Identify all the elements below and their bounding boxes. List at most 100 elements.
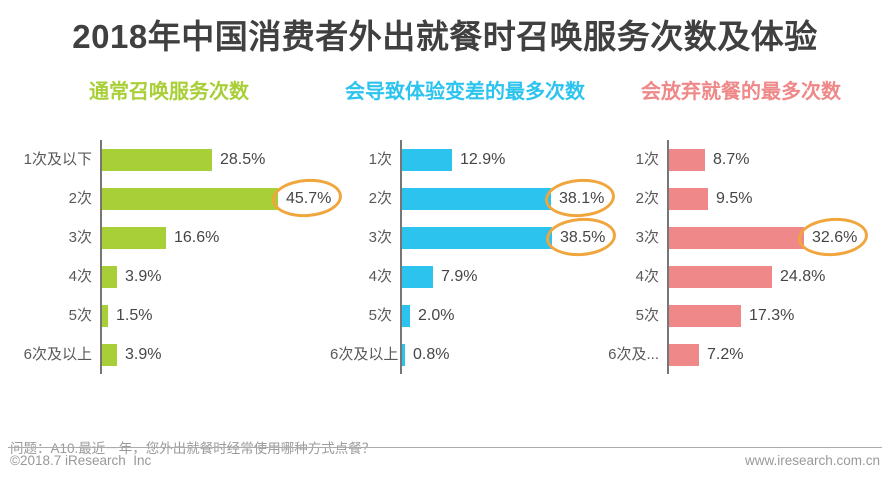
chart-subtitle: 会导致体验变差的最多次数 [345,81,585,103]
axis-area: 28.5% [100,140,330,179]
chart-subtitle: 通常召唤服务次数 [89,81,249,103]
chart-abandon-dining-count: 会放弃就餐的最多次数 1次 8.7% 2次 9.5% 3次 32.6% 4次 24.8% 5次 1… [600,80,882,374]
bar [669,343,699,366]
axis-area: 12.9% [400,140,600,179]
axis-area: 32.6% [667,218,882,257]
value-label: 28.5% [220,150,266,168]
value-label-highlighted: 32.6% [812,228,858,246]
category-label: 1次 [635,151,659,168]
bar-row: 2次 38.1% [330,179,604,218]
bar-row: 2次 9.5% [600,179,882,218]
category-label: 4次 [368,268,392,285]
bar-row: 1次 12.9% [330,140,600,179]
bar [669,226,804,249]
bar-row: 6次及以上 3.9% [8,335,330,374]
category-label: 2次 [68,190,92,207]
bar-row: 1次 8.7% [600,140,882,179]
bar [402,304,410,327]
bar-row: 2次 45.7% [8,179,332,218]
chart-bad-experience-count: 会导致体验变差的最多次数 1次 12.9% 2次 38.1% 3次 38.5% 4次 7.9%… [330,80,605,374]
bar-row: 4次 7.9% [330,257,600,296]
axis-area: 1.5% [100,296,330,335]
category-label: 6次及以上 [330,346,399,363]
value-label: 7.9% [441,267,478,285]
category-label: 3次 [368,229,392,246]
bar [402,265,433,288]
footnotes: 问题：A10.最近一年，您外出就餐时经常使用哪种方式点餐？ 来源：艾瑞咨询于20… [10,401,411,477]
axis-area: 3.9% [100,257,330,296]
value-label-highlighted: 45.7% [286,189,332,207]
bar-row: 3次 32.6% [600,218,882,257]
category-label: 3次 [68,229,92,246]
axis-area: 8.7% [667,140,882,179]
footer: ©2018.7 iResearch Inc www.iresearch.com.… [10,453,880,468]
bar [669,148,705,171]
chart-usual-call-count: 通常召唤服务次数 1次及以下 28.5% 2次 45.7% 3次 16.6% 4次 3.9% 5… [8,80,332,374]
bar [669,265,772,288]
bar [102,148,212,171]
bar [402,226,552,249]
value-label: 17.3% [749,306,795,324]
category-label: 4次 [635,268,659,285]
chart-subtitle: 会放弃就餐的最多次数 [641,81,841,103]
category-label: 1次及以下 [23,151,92,168]
value-label-highlighted: 38.5% [560,228,606,246]
value-label: 3.9% [125,267,162,285]
value-label: 3.9% [125,345,162,363]
category-label: 5次 [635,307,659,324]
bar [402,187,551,210]
axis-area: 7.2% [667,335,882,374]
chart-bars: 1次 8.7% 2次 9.5% 3次 32.6% 4次 24.8% 5次 17.3% 6次及... 7… [600,140,882,374]
bar [102,343,117,366]
chart-bars: 1次 12.9% 2次 38.1% 3次 38.5% 4次 7.9% 5次 2.0% 6次及以上 0.… [330,140,605,374]
bar [102,226,166,249]
category-label: 2次 [635,190,659,207]
bar [669,187,708,210]
value-label-highlighted: 38.1% [559,189,605,207]
footer-copyright: ©2018.7 iResearch Inc [10,453,152,468]
charts-row: 通常召唤服务次数 1次及以下 28.5% 2次 45.7% 3次 16.6% 4次 3.9% 5… [8,80,882,374]
footer-divider [8,447,882,448]
value-label: 24.8% [780,267,826,285]
value-label: 16.6% [174,228,220,246]
bar-row: 5次 2.0% [330,296,600,335]
value-label: 1.5% [116,306,153,324]
category-label: 4次 [68,268,92,285]
category-label: 5次 [368,307,392,324]
bar-row: 3次 38.5% [330,218,605,257]
value-label: 2.0% [418,306,455,324]
axis-area: 2.0% [400,296,600,335]
category-label: 6次及... [608,346,659,363]
value-label: 8.7% [713,150,750,168]
axis-area: 38.1% [400,179,604,218]
bar-row: 5次 17.3% [600,296,882,335]
axis-area: 3.9% [100,335,330,374]
bar [402,148,452,171]
bar-row: 5次 1.5% [8,296,330,335]
chart-bars: 1次及以下 28.5% 2次 45.7% 3次 16.6% 4次 3.9% 5次 1.5% 6次及以… [8,140,332,374]
axis-area: 0.8% [400,335,600,374]
bar [669,304,741,327]
bar [102,304,108,327]
page-title: 2018年中国消费者外出就餐时召唤服务次数及体验 [72,18,818,55]
axis-area: 7.9% [400,257,600,296]
value-label: 7.2% [707,345,744,363]
bar [402,343,405,366]
category-label: 5次 [68,307,92,324]
value-label: 9.5% [716,189,753,207]
bar-row: 1次及以下 28.5% [8,140,330,179]
axis-area: 24.8% [667,257,882,296]
bar-row: 4次 24.8% [600,257,882,296]
bar [102,265,117,288]
value-label: 0.8% [413,345,450,363]
axis-area: 17.3% [667,296,882,335]
footer-url: www.iresearch.com.cn [744,453,880,468]
category-label: 1次 [368,151,392,168]
category-label: 2次 [368,190,392,207]
bar-row: 3次 16.6% [8,218,330,257]
footnote-question: 问题：A10.最近一年，您外出就餐时经常使用哪种方式点餐？ [10,441,376,456]
axis-area: 9.5% [667,179,882,218]
bar-row: 6次及... 7.2% [600,335,882,374]
category-label: 3次 [635,229,659,246]
